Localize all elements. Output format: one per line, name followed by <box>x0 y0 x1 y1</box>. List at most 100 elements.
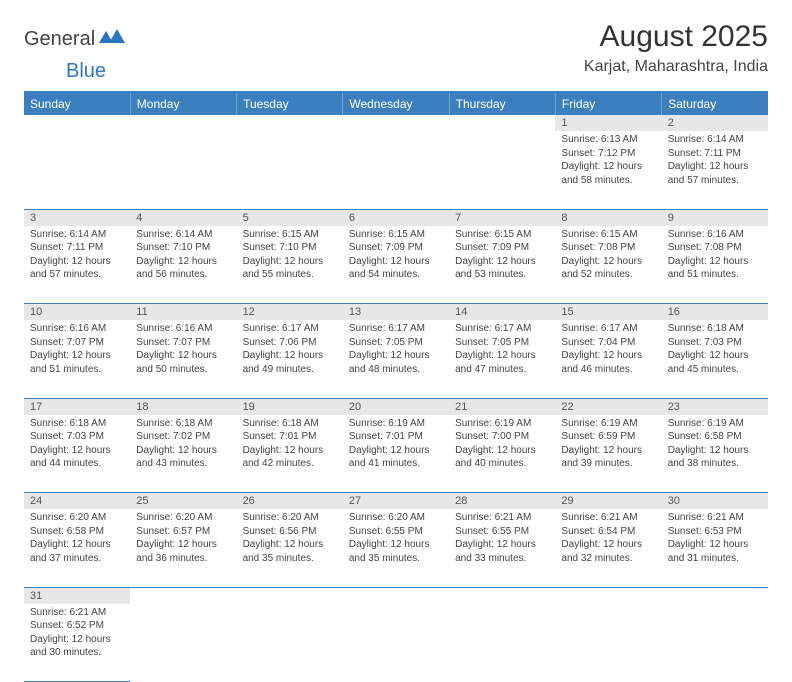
day-cell: Sunrise: 6:21 AMSunset: 6:52 PMDaylight:… <box>24 604 130 682</box>
day-number: 4 <box>130 209 236 226</box>
day-dl1: Daylight: 12 hours <box>243 349 337 363</box>
day-number: 2 <box>662 115 768 131</box>
day-ss: Sunset: 7:09 PM <box>349 241 443 255</box>
day-sr: Sunrise: 6:14 AM <box>30 228 124 242</box>
day-cell: Sunrise: 6:19 AMSunset: 7:00 PMDaylight:… <box>449 415 555 493</box>
day-ss: Sunset: 7:12 PM <box>561 147 655 161</box>
weekday-header: Friday <box>555 92 661 115</box>
day-cell: Sunrise: 6:14 AMSunset: 7:10 PMDaylight:… <box>130 226 236 304</box>
day-sr: Sunrise: 6:21 AM <box>455 511 549 525</box>
day-dl1: Daylight: 12 hours <box>349 538 443 552</box>
day-sr: Sunrise: 6:17 AM <box>455 322 549 336</box>
day-dl1: Daylight: 12 hours <box>455 538 549 552</box>
day-number <box>449 587 555 604</box>
day-number <box>662 587 768 604</box>
day-sr: Sunrise: 6:21 AM <box>668 511 762 525</box>
day-number: 10 <box>24 304 130 321</box>
day-number: 31 <box>24 587 130 604</box>
day-cell: Sunrise: 6:18 AMSunset: 7:03 PMDaylight:… <box>24 415 130 493</box>
day-ss: Sunset: 7:07 PM <box>136 336 230 350</box>
day-number <box>130 587 236 604</box>
day-cell: Sunrise: 6:21 AMSunset: 6:53 PMDaylight:… <box>662 509 768 587</box>
day-number <box>237 587 343 604</box>
day-cell: Sunrise: 6:20 AMSunset: 6:58 PMDaylight:… <box>24 509 130 587</box>
daynum-row: 10111213141516 <box>24 304 768 321</box>
day-dl1: Daylight: 12 hours <box>136 538 230 552</box>
day-sr: Sunrise: 6:20 AM <box>30 511 124 525</box>
day-number <box>343 115 449 131</box>
day-dl2: and 35 minutes. <box>243 552 337 566</box>
day-sr: Sunrise: 6:19 AM <box>455 417 549 431</box>
day-cell <box>555 604 661 682</box>
location: Karjat, Maharashtra, India <box>584 58 768 76</box>
day-sr: Sunrise: 6:19 AM <box>561 417 655 431</box>
day-ss: Sunset: 6:56 PM <box>243 525 337 539</box>
day-dl1: Daylight: 12 hours <box>243 538 337 552</box>
day-cell: Sunrise: 6:21 AMSunset: 6:54 PMDaylight:… <box>555 509 661 587</box>
day-sr: Sunrise: 6:14 AM <box>136 228 230 242</box>
day-dl2: and 58 minutes. <box>561 174 655 188</box>
day-dl2: and 33 minutes. <box>455 552 549 566</box>
day-sr: Sunrise: 6:17 AM <box>349 322 443 336</box>
week-row: Sunrise: 6:16 AMSunset: 7:07 PMDaylight:… <box>24 320 768 398</box>
day-sr: Sunrise: 6:20 AM <box>349 511 443 525</box>
daynum-row: 12 <box>24 115 768 131</box>
day-sr: Sunrise: 6:16 AM <box>136 322 230 336</box>
day-number: 18 <box>130 398 236 415</box>
day-number: 23 <box>662 398 768 415</box>
day-dl2: and 57 minutes. <box>668 174 762 188</box>
weekday-header: Thursday <box>449 92 555 115</box>
day-ss: Sunset: 6:54 PM <box>561 525 655 539</box>
day-ss: Sunset: 7:05 PM <box>349 336 443 350</box>
day-cell: Sunrise: 6:14 AMSunset: 7:11 PMDaylight:… <box>24 226 130 304</box>
day-dl1: Daylight: 12 hours <box>668 255 762 269</box>
logo-flag-icon <box>99 29 125 50</box>
day-ss: Sunset: 6:55 PM <box>455 525 549 539</box>
day-number: 25 <box>130 493 236 510</box>
day-ss: Sunset: 6:58 PM <box>30 525 124 539</box>
day-dl2: and 52 minutes. <box>561 268 655 282</box>
day-cell: Sunrise: 6:19 AMSunset: 6:59 PMDaylight:… <box>555 415 661 493</box>
weekday-header: Saturday <box>662 92 768 115</box>
day-dl1: Daylight: 12 hours <box>30 255 124 269</box>
day-ss: Sunset: 7:10 PM <box>136 241 230 255</box>
day-dl1: Daylight: 12 hours <box>561 255 655 269</box>
day-ss: Sunset: 7:01 PM <box>349 430 443 444</box>
logo-word2: Blue <box>66 60 106 83</box>
week-row: Sunrise: 6:18 AMSunset: 7:03 PMDaylight:… <box>24 415 768 493</box>
day-cell: Sunrise: 6:18 AMSunset: 7:02 PMDaylight:… <box>130 415 236 493</box>
page-title: August 2025 <box>584 20 768 54</box>
day-sr: Sunrise: 6:17 AM <box>243 322 337 336</box>
day-sr: Sunrise: 6:18 AM <box>30 417 124 431</box>
day-dl2: and 44 minutes. <box>30 457 124 471</box>
day-cell: Sunrise: 6:18 AMSunset: 7:01 PMDaylight:… <box>237 415 343 493</box>
day-cell <box>449 131 555 209</box>
day-ss: Sunset: 7:03 PM <box>30 430 124 444</box>
day-sr: Sunrise: 6:13 AM <box>561 133 655 147</box>
day-number: 7 <box>449 209 555 226</box>
day-number: 6 <box>343 209 449 226</box>
day-dl1: Daylight: 12 hours <box>136 255 230 269</box>
day-number: 5 <box>237 209 343 226</box>
day-number: 20 <box>343 398 449 415</box>
day-dl1: Daylight: 12 hours <box>455 255 549 269</box>
weekday-header: Sunday <box>24 92 130 115</box>
day-dl1: Daylight: 12 hours <box>30 444 124 458</box>
week-row: Sunrise: 6:20 AMSunset: 6:58 PMDaylight:… <box>24 509 768 587</box>
day-dl2: and 35 minutes. <box>349 552 443 566</box>
day-ss: Sunset: 7:11 PM <box>668 147 762 161</box>
week-row: Sunrise: 6:13 AMSunset: 7:12 PM Daylight:… <box>24 131 768 209</box>
day-dl1: Daylight: 12 hours <box>243 444 337 458</box>
day-dl2: and 45 minutes. <box>668 363 762 377</box>
day-dl2: and 50 minutes. <box>136 363 230 377</box>
day-dl1: Daylight: 12 hours <box>30 538 124 552</box>
day-number: 26 <box>237 493 343 510</box>
day-ss: Sunset: 7:08 PM <box>561 241 655 255</box>
day-sr: Sunrise: 6:20 AM <box>136 511 230 525</box>
day-sr: Sunrise: 6:15 AM <box>455 228 549 242</box>
day-dl1: Daylight: 12 hours <box>668 160 762 174</box>
day-number: 16 <box>662 304 768 321</box>
day-ss: Sunset: 7:07 PM <box>30 336 124 350</box>
day-dl1: Daylight: 12 hours <box>561 538 655 552</box>
day-number: 3 <box>24 209 130 226</box>
